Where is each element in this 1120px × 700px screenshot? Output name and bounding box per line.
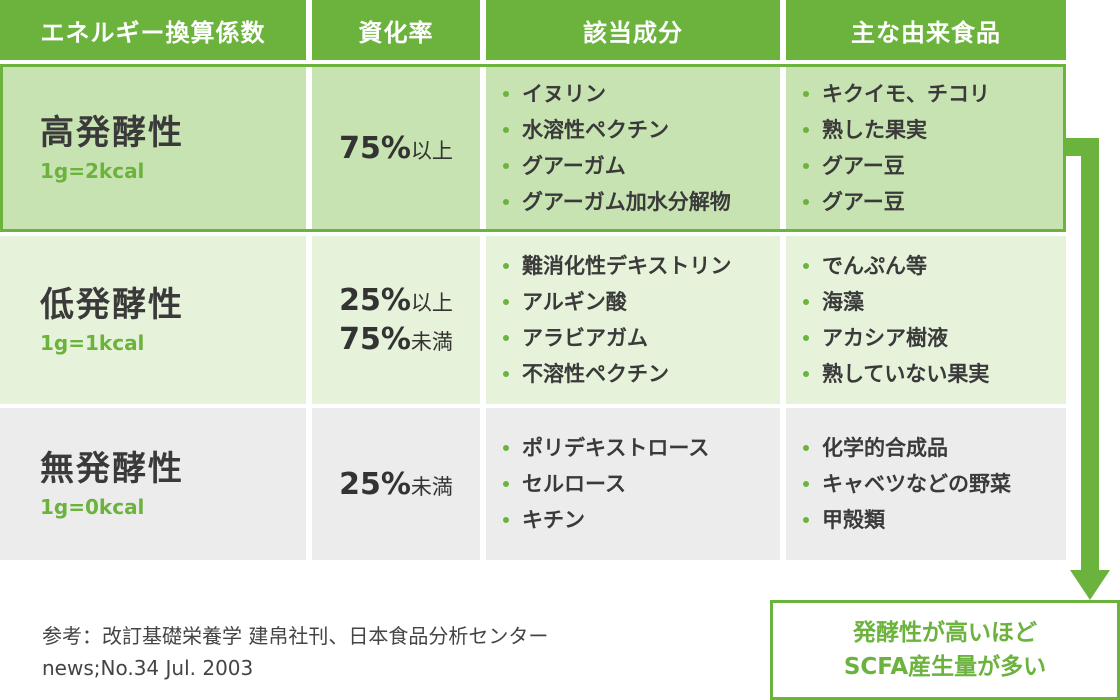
reference-line-2: news;No.34 Jul. 2003 <box>42 656 254 680</box>
list-item: 難消化性デキストリン <box>502 248 780 284</box>
list-item: グアーガム <box>502 148 780 184</box>
header-assimilation-rate: 資化率 <box>312 0 480 60</box>
header-components: 該当成分 <box>486 0 780 60</box>
row-none-components-cell: ポリデキストロース セルロース キチン <box>486 408 780 560</box>
category-name: 低発酵性 <box>40 284 184 325</box>
list-item: 熟した果実 <box>802 112 1066 148</box>
rate-line: 75%以上 <box>339 129 453 168</box>
row-low-components-cell: 難消化性デキストリン アルギン酸 アラビアガム 不溶性ペクチン <box>486 236 780 404</box>
list-item: 熟していない果実 <box>802 356 1066 392</box>
category-name: 無発酵性 <box>40 448 184 489</box>
rate-suffix: 以上 <box>410 138 453 163</box>
component-list: ポリデキストロース セルロース キチン <box>502 430 780 538</box>
food-list: 化学的合成品 キャベツなどの野菜 甲殻類 <box>802 430 1066 538</box>
list-item: アラビアガム <box>502 320 780 356</box>
rate-suffix: 未満 <box>410 474 453 499</box>
list-item: グアー豆 <box>802 148 1066 184</box>
list-item: ポリデキストロース <box>502 430 780 466</box>
list-item: キクイモ、チコリ <box>802 76 1066 112</box>
header-source-foods: 主な由来食品 <box>786 0 1066 60</box>
arrow-down-icon <box>1070 570 1110 600</box>
row-none-name-cell: 無発酵性 1g=0kcal <box>0 408 306 560</box>
list-item: 不溶性ペクチン <box>502 356 780 392</box>
result-line-1: 発酵性が高いほど <box>853 620 1037 646</box>
rate-line: 25%以上 <box>339 281 453 320</box>
reference-line-1: 参考：改訂基礎栄養学 建帛社刊、日本食品分析センター <box>42 624 549 648</box>
row-high-components-cell: イヌリン 水溶性ペクチン グアーガム グアーガム加水分解物 <box>486 64 780 232</box>
reference-note: 参考：改訂基礎栄養学 建帛社刊、日本食品分析センター news;No.34 Ju… <box>42 620 548 684</box>
list-item: 海藻 <box>802 284 1066 320</box>
row-high-name-cell: 高発酵性 1g=2kcal <box>0 64 306 232</box>
row-high-foods-cell: キクイモ、チコリ 熟した果実 グアー豆 グアー豆 <box>786 64 1066 232</box>
rate-percent: 25% <box>339 466 411 502</box>
rate-percent: 25% <box>339 283 411 318</box>
list-item: キャベツなどの野菜 <box>802 466 1066 502</box>
rate-line: 25%未満 <box>339 465 453 504</box>
row-low-name-cell: 低発酵性 1g=1kcal <box>0 236 306 404</box>
list-item: でんぷん等 <box>802 248 1066 284</box>
row-low-rate-cell: 25%以上 75%未満 <box>312 236 480 404</box>
kcal-value: 1g=1kcal <box>40 331 145 356</box>
food-list: キクイモ、チコリ 熟した果実 グアー豆 グアー豆 <box>802 76 1066 220</box>
rate-suffix: 以上 <box>410 291 453 315</box>
list-item: 化学的合成品 <box>802 430 1066 466</box>
component-list: イヌリン 水溶性ペクチン グアーガム グアーガム加水分解物 <box>502 76 780 220</box>
food-list: でんぷん等 海藻 アカシア樹液 熟していない果実 <box>802 248 1066 392</box>
row-none-foods-cell: 化学的合成品 キャベツなどの野菜 甲殻類 <box>786 408 1066 560</box>
list-item: イヌリン <box>502 76 780 112</box>
category-name: 高発酵性 <box>40 112 184 153</box>
list-item: 甲殻類 <box>802 502 1066 538</box>
list-item: セルロース <box>502 466 780 502</box>
list-item: アカシア樹液 <box>802 320 1066 356</box>
rate-percent: 75% <box>339 322 411 357</box>
list-item: キチン <box>502 502 780 538</box>
list-item: アルギン酸 <box>502 284 780 320</box>
row-high-rate-cell: 75%以上 <box>312 64 480 232</box>
row-none-rate-cell: 25%未満 <box>312 408 480 560</box>
result-line-2: SCFA産生量が多い <box>843 654 1047 680</box>
kcal-value: 1g=2kcal <box>40 159 145 184</box>
result-box: 発酵性が高いほど SCFA産生量が多い <box>770 600 1120 700</box>
arrow-connector-vertical <box>1081 138 1099 573</box>
rate-percent: 75% <box>339 130 411 166</box>
header-energy-coefficient: エネルギー換算係数 <box>0 0 306 60</box>
rate-suffix: 未満 <box>410 330 453 354</box>
rate-line: 75%未満 <box>339 320 453 359</box>
list-item: グアー豆 <box>802 184 1066 220</box>
kcal-value: 1g=0kcal <box>40 495 145 520</box>
list-item: 水溶性ペクチン <box>502 112 780 148</box>
row-low-foods-cell: でんぷん等 海藻 アカシア樹液 熟していない果実 <box>786 236 1066 404</box>
list-item: グアーガム加水分解物 <box>502 184 780 220</box>
component-list: 難消化性デキストリン アルギン酸 アラビアガム 不溶性ペクチン <box>502 248 780 392</box>
